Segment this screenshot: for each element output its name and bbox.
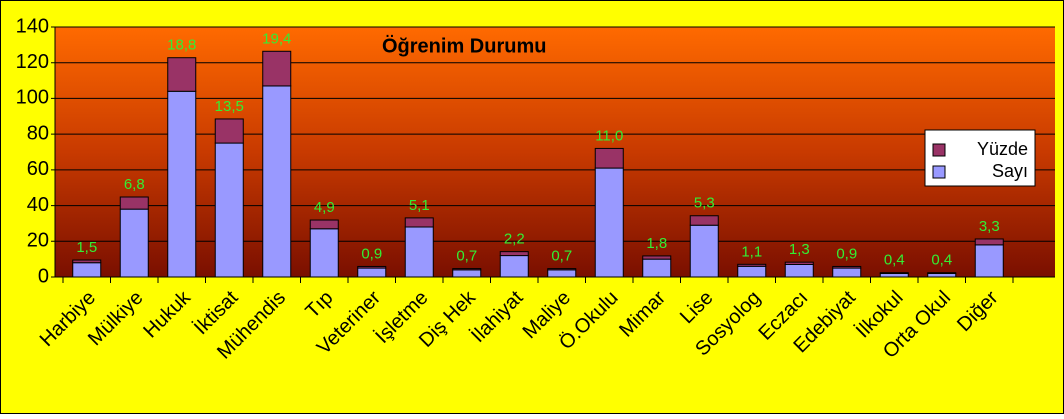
- y-tick-label: 60: [27, 158, 49, 180]
- bar-segment: [119, 208, 149, 278]
- bar-segment: [499, 255, 529, 278]
- data-label: 18,8: [167, 37, 196, 54]
- legend-swatch: [932, 143, 946, 157]
- data-label: 13,5: [215, 98, 244, 115]
- bar-segment: [309, 228, 339, 278]
- bar-segment: [547, 269, 577, 278]
- bar-segment: [214, 118, 244, 144]
- bar-segment: [214, 142, 244, 278]
- data-label: 0,4: [884, 252, 905, 269]
- y-tick-label: 100: [16, 87, 49, 109]
- bar-segment: [784, 264, 814, 278]
- data-label: 4,9: [314, 199, 335, 216]
- bar-segment: [832, 267, 862, 278]
- bar-segment: [452, 269, 482, 278]
- bar-segment: [927, 272, 957, 274]
- data-label: 5,1: [409, 197, 430, 214]
- bar-segment: [167, 57, 197, 92]
- bar-segment: [547, 268, 577, 271]
- data-label: 1,3: [789, 241, 810, 258]
- bar-segment: [879, 272, 909, 274]
- bar-segment: [784, 261, 814, 265]
- data-label: 0,9: [836, 245, 857, 262]
- data-label: 2,2: [504, 231, 525, 248]
- bar-segment: [594, 147, 624, 169]
- y-tick-label: 80: [27, 122, 49, 144]
- bar-segment: [737, 265, 767, 278]
- bar-segment: [404, 226, 434, 278]
- bar-segment: [452, 268, 482, 271]
- y-tick-label: 120: [16, 51, 49, 73]
- bar-segment: [737, 263, 767, 267]
- bar-segment: [974, 238, 1004, 246]
- bar-segment: [594, 167, 624, 278]
- bar-segment: [262, 50, 292, 87]
- bar-segment: [642, 255, 672, 260]
- bar-segment: [499, 251, 529, 257]
- legend-swatch: [932, 165, 946, 179]
- data-label: 1,8: [646, 235, 667, 252]
- legend-label: Yüzde: [977, 139, 1028, 159]
- data-label: 6,8: [124, 176, 145, 193]
- bar-segment: [72, 262, 102, 278]
- plot-area: [55, 27, 1055, 277]
- data-label: 3,3: [979, 218, 1000, 235]
- y-tick-label: 40: [27, 194, 49, 216]
- y-tick-label: 20: [27, 230, 49, 252]
- data-label: 0,4: [931, 252, 952, 269]
- bar-segment: [404, 217, 434, 228]
- bar-segment: [879, 272, 909, 278]
- data-label: 1,5: [76, 239, 97, 256]
- bar-segment: [357, 267, 387, 278]
- data-label: 0,7: [456, 248, 477, 265]
- bar-segment: [309, 219, 339, 230]
- bar-segment: [262, 85, 292, 278]
- data-label: 11,0: [595, 127, 623, 144]
- y-tick-label: 140: [16, 15, 49, 37]
- bar-segment: [357, 265, 387, 269]
- data-label: 0,7: [551, 248, 572, 265]
- data-label: 0,9: [361, 245, 382, 262]
- bar-segment: [689, 215, 719, 226]
- y-tick-label: 0: [38, 265, 49, 287]
- bar-segment: [689, 224, 719, 278]
- legend-label: Sayı: [992, 161, 1028, 181]
- bar-segment: [974, 244, 1004, 278]
- data-label: 19,4: [262, 30, 291, 47]
- bar-segment: [119, 196, 149, 210]
- chart-title: Öğrenim Durumu: [382, 34, 546, 57]
- data-label: 1,1: [741, 243, 762, 260]
- bar-segment: [832, 265, 862, 269]
- bar-segment: [167, 90, 197, 278]
- bar-segment: [642, 258, 672, 278]
- bar-segment: [72, 259, 102, 264]
- data-label: 5,3: [694, 195, 715, 212]
- bar-segment: [927, 272, 957, 278]
